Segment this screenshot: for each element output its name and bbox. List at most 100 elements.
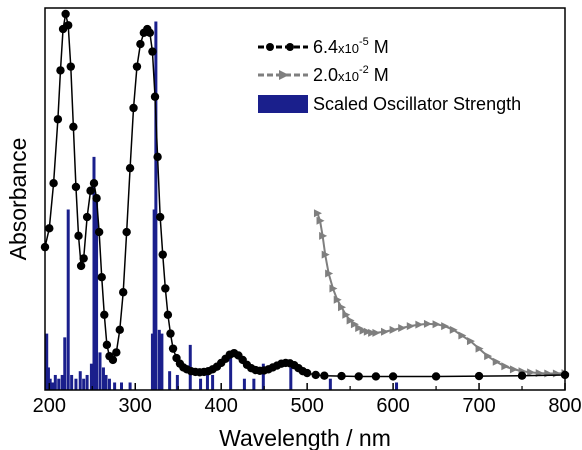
data-point-6e-5M bbox=[69, 122, 78, 131]
data-point-2e-2M bbox=[466, 337, 475, 346]
legend: 6.4x10-5 M 2.0x10-2 M Scaled Oscillator … bbox=[258, 36, 521, 114]
data-point-6e-5M bbox=[53, 115, 63, 124]
data-point-2e-2M bbox=[359, 326, 368, 335]
x-tick-label: 700 bbox=[462, 395, 495, 417]
data-point-2e-2M bbox=[381, 327, 390, 336]
data-point-6e-5M bbox=[320, 371, 329, 380]
data-point-2e-2M bbox=[415, 320, 424, 329]
data-point-6e-5M bbox=[337, 371, 346, 381]
data-point-6e-5M bbox=[66, 62, 75, 71]
data-point-6e-5M bbox=[45, 224, 54, 233]
data-point-6e-5M bbox=[302, 368, 312, 378]
series-6e-5M bbox=[40, 9, 570, 381]
data-point-2e-2M bbox=[552, 369, 561, 378]
data-point-2e-2M bbox=[527, 368, 536, 377]
data-point-2e-2M bbox=[492, 357, 501, 366]
data-point-6e-5M bbox=[129, 103, 138, 113]
data-point-6e-5M bbox=[168, 344, 178, 353]
data-point-6e-5M bbox=[82, 212, 92, 222]
legend-label-main: 2.0 bbox=[313, 65, 338, 85]
legend-label-times: x10 bbox=[338, 41, 359, 56]
data-point-2e-2M bbox=[544, 369, 553, 378]
data-point-6e-5M bbox=[64, 21, 73, 30]
data-point-6e-5M bbox=[61, 9, 70, 19]
x-tick-label: 600 bbox=[376, 395, 409, 417]
legend-label-unit: M bbox=[369, 37, 389, 57]
data-point-6e-5M bbox=[97, 273, 106, 282]
legend-label-sticks: Scaled Oscillator Strength bbox=[313, 94, 521, 114]
data-point-6e-5M bbox=[136, 39, 145, 49]
data-point-2e-2M bbox=[398, 323, 407, 332]
legend-label-series-a: 6.4x10-5 M bbox=[313, 36, 389, 57]
data-point-2e-2M bbox=[355, 323, 364, 332]
data-point-2e-2M bbox=[342, 310, 351, 319]
legend-marker-series-a bbox=[266, 43, 274, 51]
data-point-2e-2M bbox=[350, 320, 359, 329]
series-line-6e-5M bbox=[44, 13, 566, 378]
data-point-6e-5M bbox=[161, 284, 170, 293]
data-point-2e-2M bbox=[333, 295, 342, 304]
data-point-6e-5M bbox=[153, 152, 162, 162]
data-point-6e-5M bbox=[474, 371, 484, 381]
data-point-2e-2M bbox=[329, 284, 338, 293]
data-point-2e-2M bbox=[458, 331, 467, 340]
data-point-2e-2M bbox=[363, 327, 372, 336]
data-point-6e-5M bbox=[354, 372, 363, 381]
data-point-6e-5M bbox=[86, 186, 95, 195]
data-point-6e-5M bbox=[388, 372, 398, 381]
legend-item-series-a: 6.4x10-5 M bbox=[258, 36, 389, 57]
data-point-2e-2M bbox=[316, 216, 325, 225]
data-point-6e-5M bbox=[517, 371, 527, 380]
data-point-2e-2M bbox=[368, 328, 377, 337]
x-tick-label: 500 bbox=[290, 395, 323, 417]
data-point-2e-2M bbox=[346, 316, 355, 325]
plot-frame bbox=[44, 7, 566, 391]
data-point-6e-5M bbox=[102, 340, 112, 350]
legend-label-times: x10 bbox=[338, 69, 359, 84]
data-point-2e-2M bbox=[321, 250, 330, 259]
data-point-6e-5M bbox=[371, 372, 381, 381]
legend-swatch-sticks bbox=[258, 95, 308, 113]
data-point-6e-5M bbox=[125, 163, 135, 173]
data-point-6e-5M bbox=[431, 372, 441, 381]
data-point-6e-5M bbox=[56, 66, 65, 75]
x-tick-label: 300 bbox=[119, 395, 152, 417]
legend-label-series-b: 2.0x10-2 M bbox=[313, 64, 389, 85]
legend-label-exp: -2 bbox=[359, 64, 369, 76]
data-point-6e-5M bbox=[132, 62, 142, 71]
legend-label-main: 6.4 bbox=[313, 37, 338, 57]
data-point-6e-5M bbox=[163, 310, 173, 319]
series-line-2e-2M bbox=[316, 212, 566, 375]
y-axis-title: Absorbance bbox=[5, 138, 31, 261]
data-point-6e-5M bbox=[115, 325, 124, 335]
data-point-6e-5M bbox=[92, 194, 101, 203]
data-point-6e-5M bbox=[158, 250, 167, 259]
data-point-6e-5M bbox=[145, 28, 155, 37]
data-point-2e-2M bbox=[325, 269, 334, 278]
data-point-6e-5M bbox=[150, 92, 160, 101]
data-point-6e-5M bbox=[166, 329, 175, 338]
data-point-2e-2M bbox=[406, 322, 415, 331]
legend-label-unit: M bbox=[369, 65, 389, 85]
data-point-6e-5M bbox=[79, 254, 88, 263]
legend-label-exp: -5 bbox=[359, 36, 369, 48]
x-tick-label: 800 bbox=[548, 395, 581, 417]
legend-item-sticks: Scaled Oscillator Strength bbox=[258, 94, 521, 114]
data-point-6e-5M bbox=[100, 310, 109, 319]
data-point-6e-5M bbox=[108, 355, 118, 365]
series-2e-2M bbox=[313, 209, 570, 378]
legend-item-series-b: 2.0x10-2 M bbox=[258, 64, 389, 85]
data-point-2e-2M bbox=[509, 365, 518, 374]
data-point-6e-5M bbox=[119, 288, 128, 297]
data-point-2e-2M bbox=[319, 231, 328, 240]
legend-marker-series-b bbox=[279, 70, 289, 80]
data-point-2e-2M bbox=[389, 325, 398, 334]
data-point-2e-2M bbox=[372, 328, 381, 337]
data-point-2e-2M bbox=[313, 209, 322, 218]
data-point-6e-5M bbox=[94, 227, 104, 237]
data-point-2e-2M bbox=[449, 325, 458, 334]
data-point-6e-5M bbox=[89, 179, 99, 188]
data-point-6e-5M bbox=[155, 212, 165, 222]
data-point-6e-5M bbox=[71, 182, 81, 192]
